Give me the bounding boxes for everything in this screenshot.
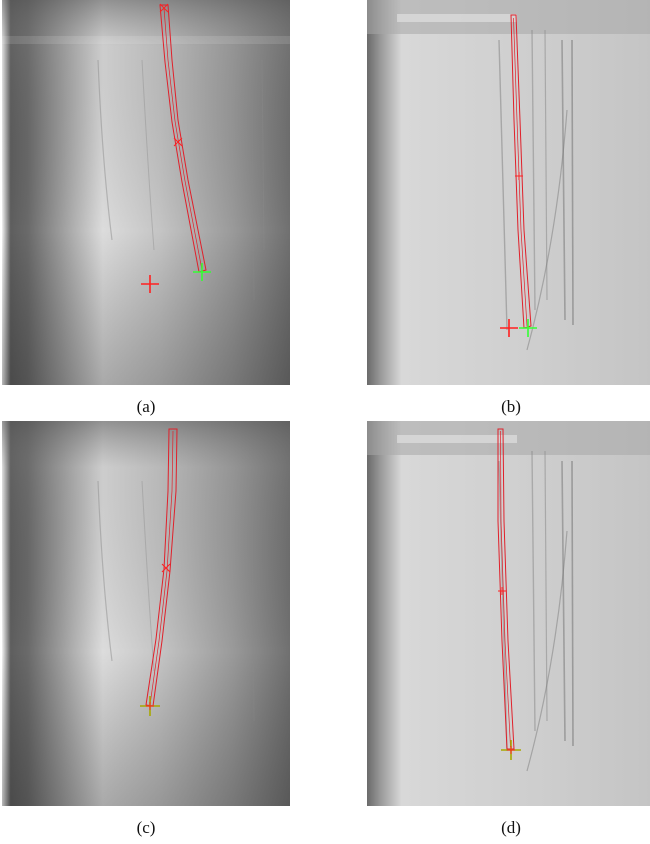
tip-marker-green (519, 319, 537, 337)
needle-trace-outline (159, 4, 207, 273)
grayscale-photo-d (367, 421, 650, 806)
needle-trace-outline (497, 428, 515, 750)
caption-d: (d) (501, 818, 521, 837)
image-panel-c (2, 421, 290, 806)
image-panel-b (367, 0, 650, 385)
image-panel-a (2, 0, 290, 385)
estimate-marker-red (141, 275, 159, 293)
tip-marker-green (193, 263, 211, 281)
estimate-marker-red (500, 319, 518, 337)
target-marker (501, 740, 521, 760)
target-marker (140, 696, 160, 716)
grayscale-photo-a (2, 0, 290, 385)
image-panel-d (367, 421, 650, 806)
grayscale-photo-b (367, 0, 650, 385)
needle-trace-outline (510, 14, 532, 329)
caption-a: (a) (136, 397, 156, 416)
caption-c: (c) (136, 818, 156, 837)
grayscale-photo-c (2, 421, 290, 806)
caption-b: (b) (501, 397, 521, 416)
